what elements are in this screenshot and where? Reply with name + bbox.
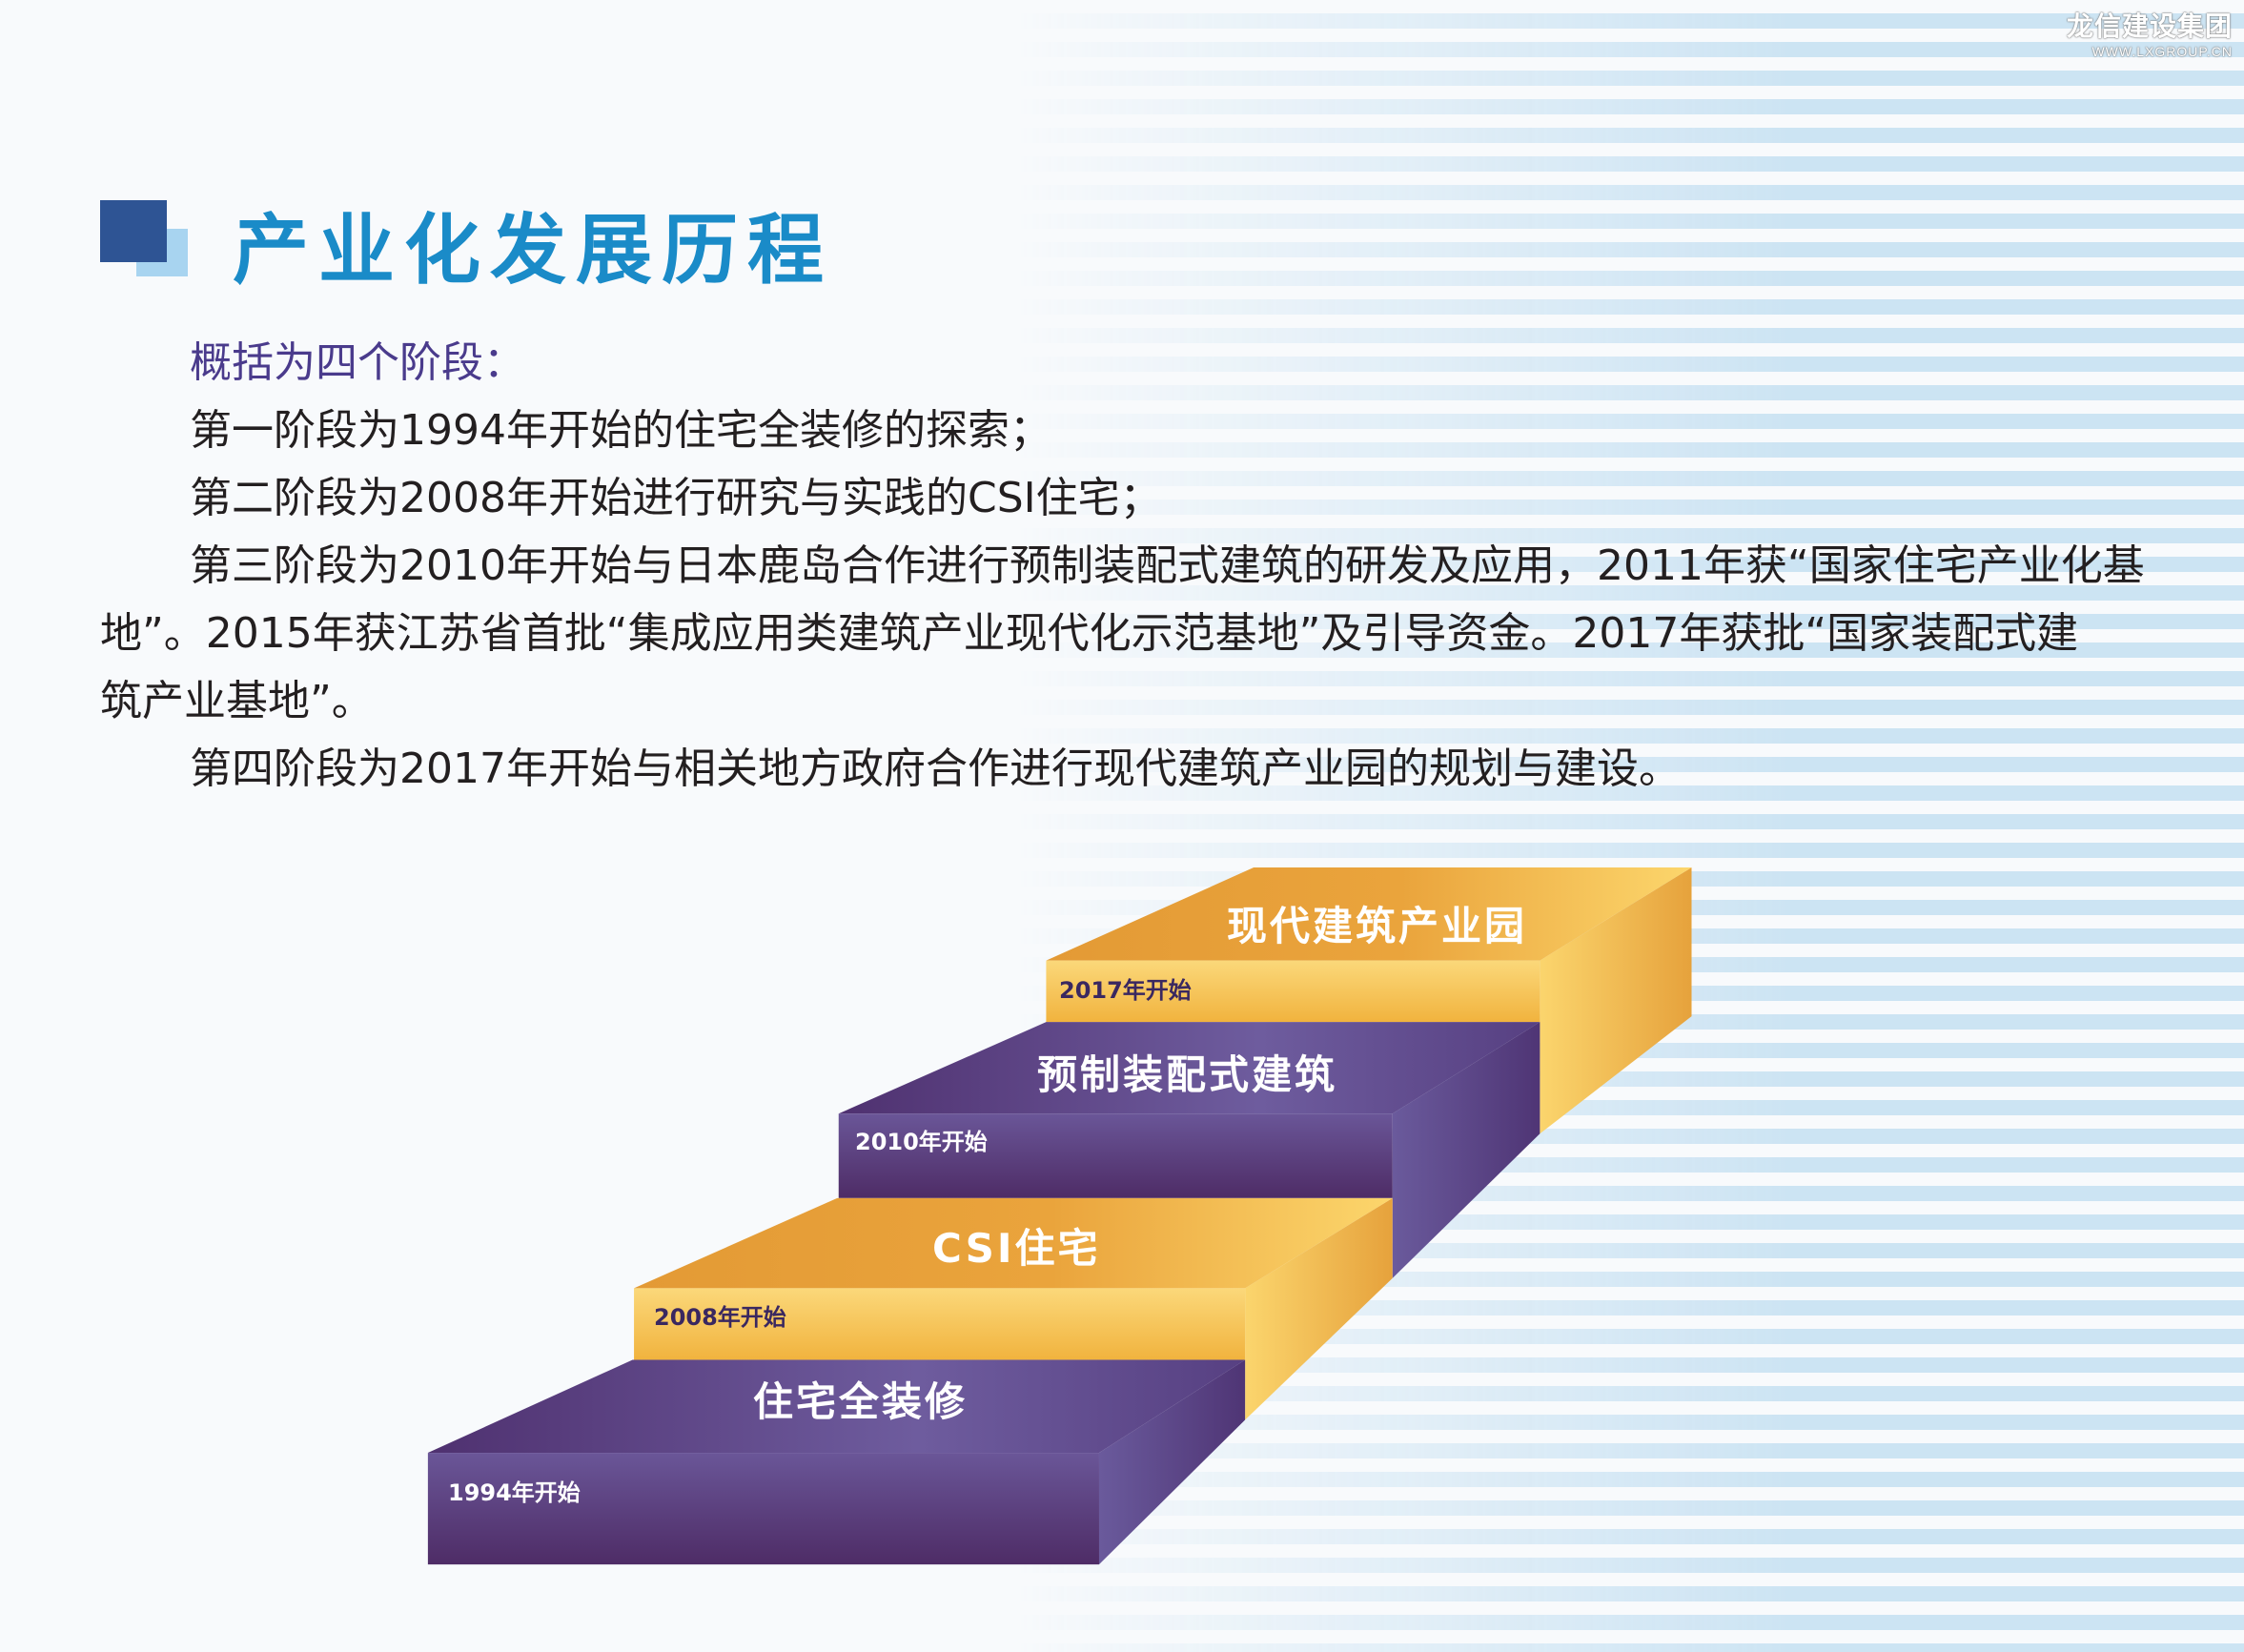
logo-name: 龙信建设集团 [2066,10,2233,42]
step-4-side [1540,867,1692,1134]
logo-url: WWW.LXGROUP.CN [2091,44,2233,59]
step-1-side [1098,1359,1246,1565]
step-4-title: 现代建筑产业园 [1227,903,1528,949]
paragraph-stage-4: 第四阶段为2017年开始与相关地方政府合作进行现代建筑产业园的规划与建设。 [190,744,1681,793]
intro-line: 概括为四个阶段： [190,338,525,387]
step-1-top [427,1359,1246,1454]
company-logo: 龙信建设集团 WWW.LXGROUP.CN [2067,6,2233,59]
paragraph-stage-3-line-3: 筑产业基地”。 [100,677,374,725]
paragraph-stage-3-line-1: 第三阶段为2010年开始与日本鹿岛合作进行预制装配式建筑的研发及应用，2011年… [190,541,2145,590]
title-square-dark-icon [100,200,167,262]
step-4-top [1046,867,1692,961]
step-3-front [838,1113,1393,1198]
step-2-year: 2008年开始 [654,1304,786,1331]
step-3-title: 预制装配式建筑 [1037,1051,1338,1098]
paragraph-stage-1: 第一阶段为1994年开始的住宅全装修的探索； [190,406,1051,455]
step-3-year: 2010年开始 [855,1129,988,1155]
step-1-title: 住宅全装修 [753,1378,969,1425]
body-text: 概括为四个阶段： 第一阶段为1994年开始的住宅全装修的探索； 第二阶段为200… [100,329,2145,803]
step-3-side [1392,1022,1540,1278]
step-4-front [1046,960,1540,1023]
step-2-side [1245,1197,1393,1420]
step-4-year: 2017年开始 [1059,977,1192,1004]
step-2-top [634,1197,1393,1289]
step-2-front [634,1288,1246,1360]
step-1-year: 1994年开始 [448,1479,581,1506]
step-3-top [838,1022,1540,1114]
paragraph-stage-2: 第二阶段为2008年开始进行研究与实践的CSI住宅； [190,474,1162,522]
step-2-title: CSI住宅 [932,1225,1101,1272]
paragraph-stage-3-line-2: 地”。2015年获江苏省首批“集成应用类建筑产业现代化示范基地”及引导资金。20… [100,609,2079,658]
page-title: 产业化发展历程 [233,206,833,295]
step-1-front [427,1453,1099,1565]
